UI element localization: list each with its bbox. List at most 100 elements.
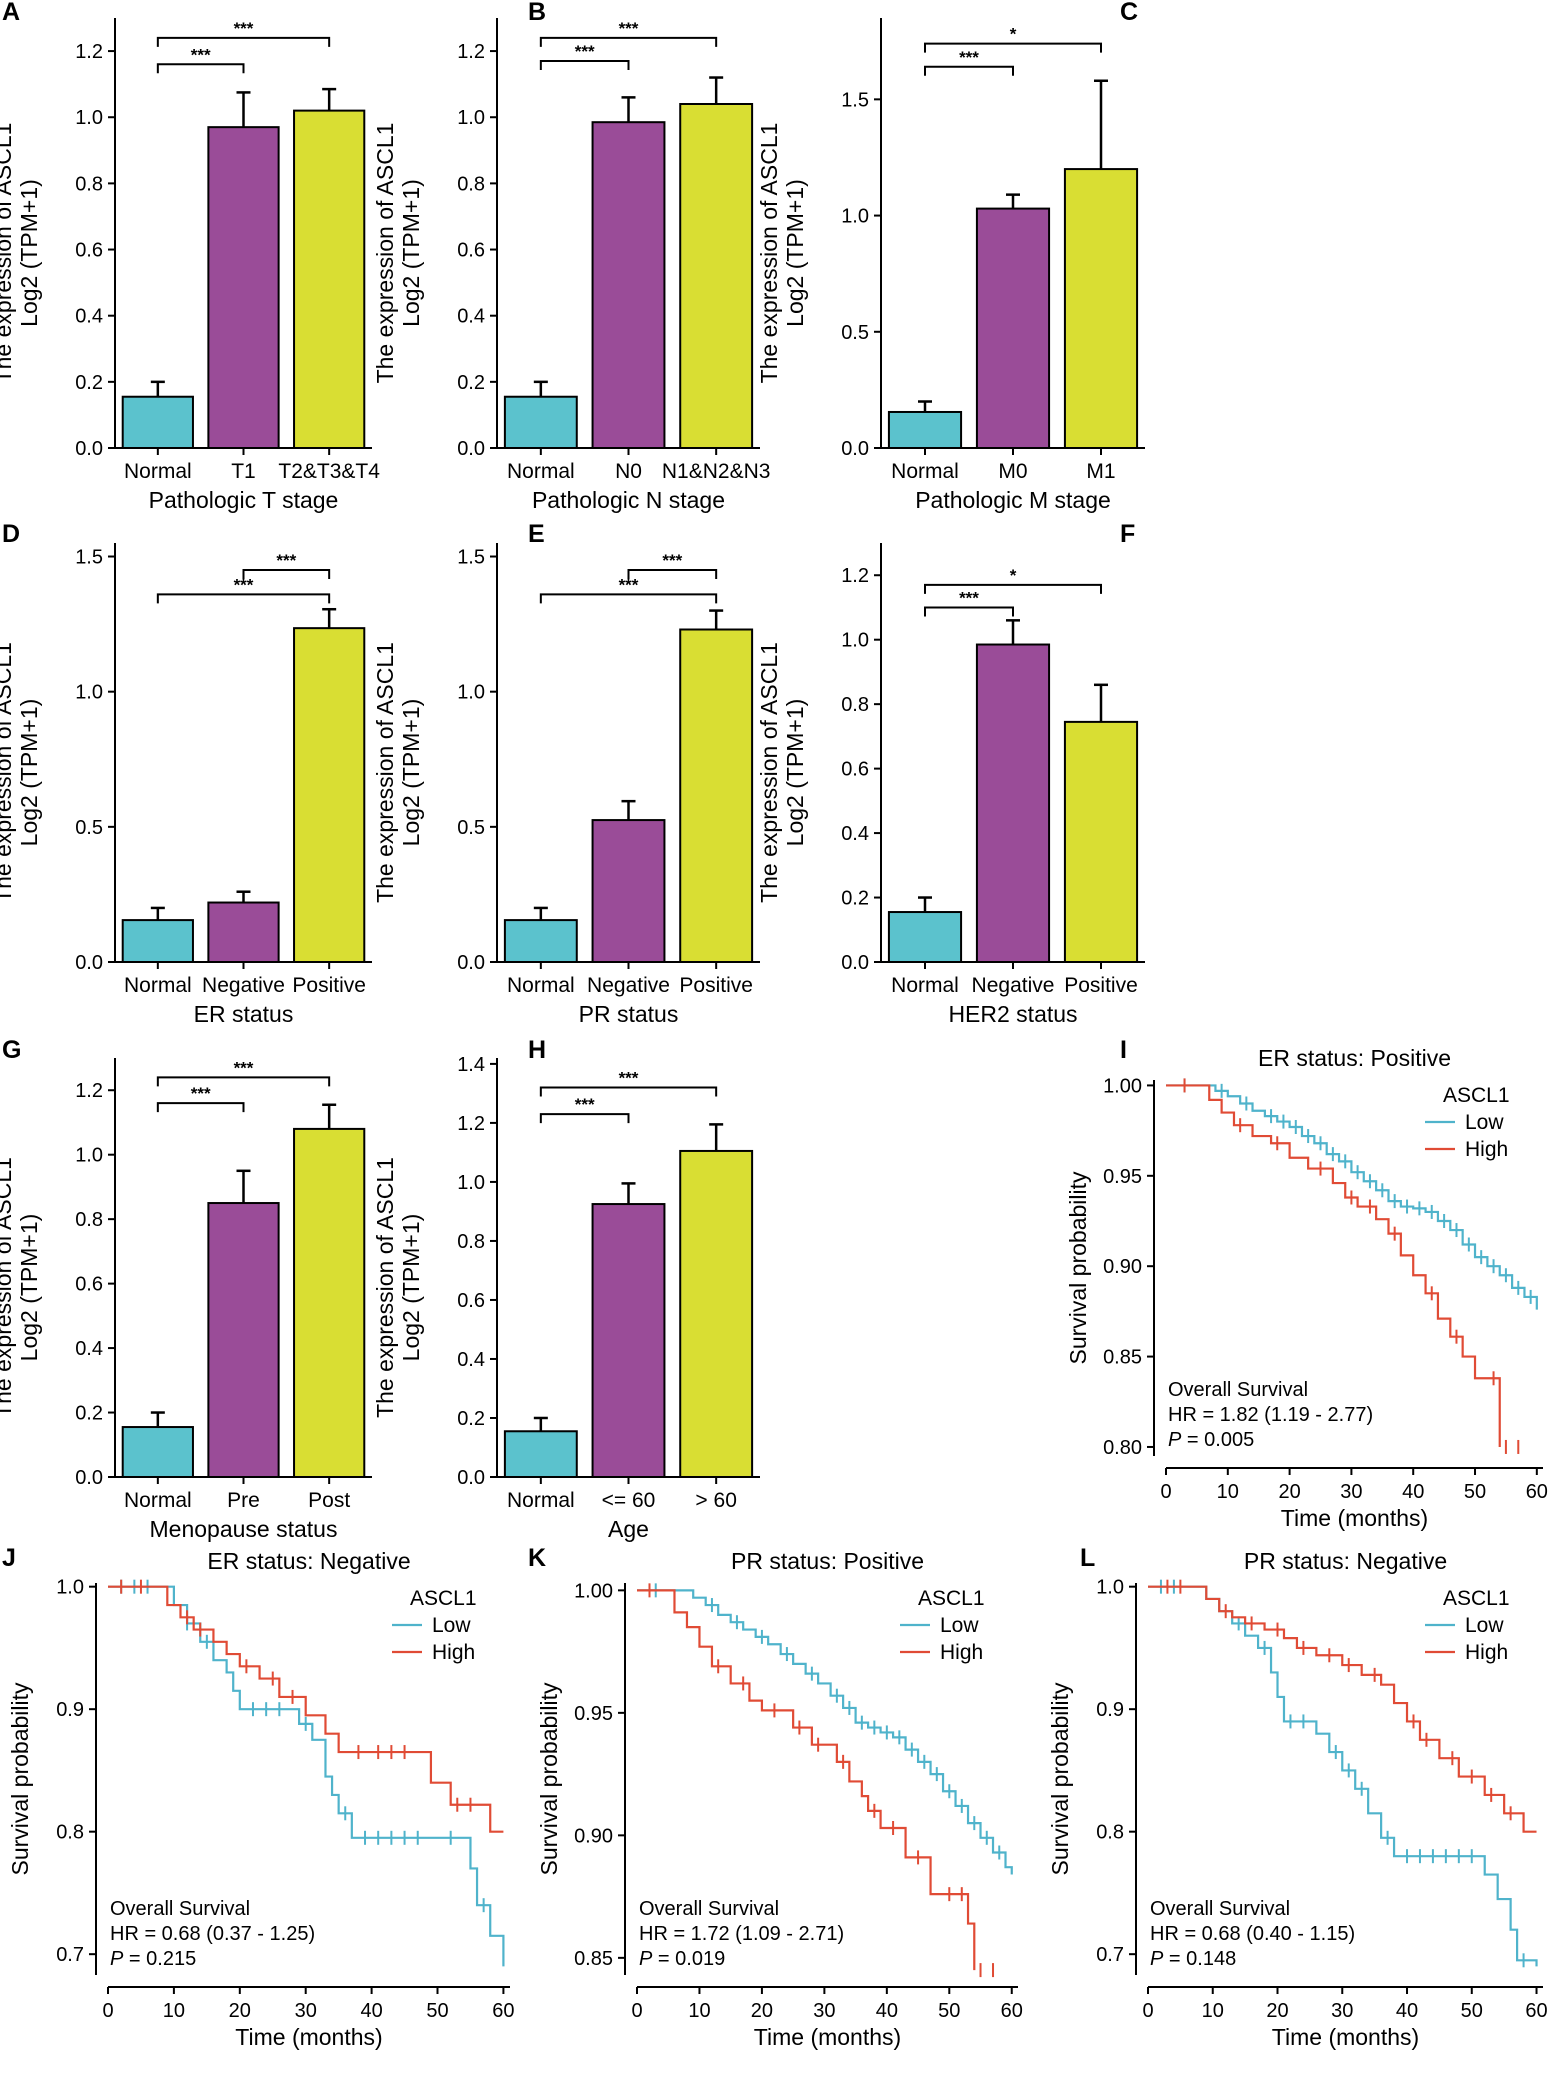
x-axis-title: Time (months) bbox=[235, 2024, 382, 2050]
x-axis-title: Pathologic T stage bbox=[149, 487, 339, 513]
bar-2 bbox=[293, 1127, 366, 1479]
significance-bracket bbox=[242, 569, 331, 580]
x-tick-label: 60 bbox=[1526, 1481, 1548, 1503]
y-axis-title: The expression of ASCL1Log2 (TPM+1) bbox=[0, 1157, 42, 1418]
bar-2 bbox=[1063, 720, 1139, 964]
bar-1 bbox=[975, 207, 1051, 449]
stat-p-value: = 0.148 bbox=[1163, 1948, 1236, 1970]
survival-curve-low bbox=[1148, 1585, 1538, 1967]
panel-letter: A bbox=[2, 0, 20, 26]
y-tick-label: 1.2 bbox=[75, 1080, 103, 1102]
y-axis-title-line2: Log2 (TPM+1) bbox=[782, 179, 808, 327]
x-tick-label: 60 bbox=[1001, 2000, 1023, 2022]
legend-title: ASCL1 bbox=[410, 1587, 477, 1610]
significance-bracket bbox=[924, 65, 1014, 76]
category-label: > 60 bbox=[695, 1489, 736, 1512]
significance-label: *** bbox=[276, 551, 296, 570]
category-label: Normal bbox=[507, 974, 575, 997]
y-tick-label: 0.8 bbox=[457, 173, 485, 195]
x-axis-title: Pathologic N stage bbox=[532, 487, 725, 513]
y-tick-label: 1.0 bbox=[75, 682, 103, 704]
stat-title: Overall Survival bbox=[110, 1898, 250, 1920]
y-axis-title: The expression of ASCL1Log2 (TPM+1) bbox=[0, 123, 42, 384]
significance-label: *** bbox=[619, 575, 639, 594]
y-axis-title: Survival probability bbox=[7, 1682, 33, 1876]
stat-hr: HR = 1.72 (1.09 - 2.71) bbox=[639, 1923, 844, 1945]
category-label: M0 bbox=[998, 460, 1027, 483]
panel-letter: C bbox=[1120, 0, 1138, 26]
significance-label: * bbox=[1010, 25, 1017, 44]
y-tick-label: 0.8 bbox=[75, 173, 103, 195]
stat-title: Overall Survival bbox=[1168, 1379, 1308, 1401]
y-tick-label: 1.0 bbox=[841, 206, 869, 228]
y-axis-title-line1: The expression of ASCL1 bbox=[0, 123, 16, 384]
panel-j: J 0.7 0.8 0.9 1.0 0 10 20 30 40 50 60 ER status: Neg… bbox=[2, 1544, 515, 2050]
y-tick-label: 0.0 bbox=[841, 952, 869, 974]
panel-letter: G bbox=[2, 1036, 21, 1064]
panel-h: H 0.0 0.2 0.4 0.6 0.8 1.0 1.2 1.4 Normal <= 60 > 60… bbox=[372, 1036, 760, 1542]
stat-p-label: P bbox=[110, 1948, 124, 1970]
x-axis-title: Pathologic M stage bbox=[915, 487, 1111, 513]
y-tick-label: 0.0 bbox=[457, 438, 485, 460]
x-tick-label: 10 bbox=[688, 2000, 710, 2022]
stat-p-label: P bbox=[639, 1948, 653, 1970]
y-axis-title-line1: The expression of ASCL1 bbox=[756, 642, 782, 903]
y-axis-title-line2: Log2 (TPM+1) bbox=[16, 1214, 42, 1362]
bar-1 bbox=[975, 643, 1051, 963]
y-tick-label: 1.00 bbox=[574, 1580, 613, 1602]
x-tick-label: 30 bbox=[813, 2000, 835, 2022]
x-axis-title: PR status bbox=[579, 1001, 679, 1027]
x-tick-label: 40 bbox=[1402, 1481, 1424, 1503]
y-axis-title-line1: The expression of ASCL1 bbox=[756, 123, 782, 384]
x-tick-label: 20 bbox=[1266, 2000, 1288, 2022]
survival-curve-high bbox=[1148, 1585, 1537, 1833]
km-title: PR status: Negative bbox=[1244, 1548, 1447, 1574]
x-tick-label: 0 bbox=[1142, 2000, 1153, 2022]
x-axis-title: Time (months) bbox=[1272, 2024, 1419, 2050]
x-tick-label: 10 bbox=[1202, 2000, 1224, 2022]
y-axis-title: The expression of ASCL1Log2 (TPM+1) bbox=[756, 123, 808, 384]
y-tick-label: 1.0 bbox=[56, 1577, 84, 1599]
category-label: <= 60 bbox=[602, 1489, 656, 1512]
bar-2 bbox=[1063, 168, 1139, 449]
bar-2 bbox=[679, 103, 754, 449]
legend-label: Low bbox=[1465, 1111, 1504, 1134]
y-tick-label: 1.0 bbox=[841, 630, 869, 652]
x-tick-label: 40 bbox=[876, 2000, 898, 2022]
panel-letter: K bbox=[528, 1544, 546, 1572]
y-tick-label: 0.4 bbox=[841, 823, 869, 845]
panel-letter: F bbox=[1120, 520, 1135, 548]
y-tick-label: 0.85 bbox=[1103, 1347, 1142, 1369]
panel-g: G 0.0 0.2 0.4 0.6 0.8 1.0 1.2 Normal Pre Post *** **… bbox=[0, 1036, 372, 1542]
y-axis-title-line1: The expression of ASCL1 bbox=[372, 642, 398, 903]
panel-k: K 0.85 0.90 0.95 1.00 0 10 20 30 40 50 60 PR status:… bbox=[528, 1544, 1023, 2050]
y-tick-label: 0.80 bbox=[1103, 1437, 1142, 1459]
category-label: T1 bbox=[231, 460, 256, 483]
x-tick-label: 40 bbox=[1396, 2000, 1418, 2022]
significance-label: *** bbox=[234, 575, 254, 594]
y-axis-title: Survival probability bbox=[1047, 1682, 1073, 1876]
category-label: Negative bbox=[587, 974, 670, 997]
significance-label: *** bbox=[575, 42, 595, 61]
significance-bracket bbox=[156, 63, 245, 74]
bar-2 bbox=[679, 1149, 754, 1478]
y-tick-label: 1.00 bbox=[1103, 1075, 1142, 1097]
significance-label: *** bbox=[575, 1095, 595, 1114]
significance-label: *** bbox=[619, 19, 639, 38]
panel-d: D 0.0 0.5 1.0 1.5 Normal Negative Positive *** **… bbox=[0, 520, 372, 1027]
bar-2 bbox=[679, 628, 754, 963]
legend-label: High bbox=[432, 1641, 475, 1664]
category-label: Normal bbox=[124, 1489, 192, 1512]
x-tick-label: 40 bbox=[360, 2000, 382, 2022]
panel-letter: I bbox=[1120, 1036, 1127, 1064]
y-tick-label: 0.8 bbox=[56, 1822, 84, 1844]
y-tick-label: 0.5 bbox=[75, 817, 103, 839]
x-tick-label: 10 bbox=[163, 2000, 185, 2022]
category-label: M1 bbox=[1086, 460, 1115, 483]
y-tick-label: 1.5 bbox=[457, 547, 485, 569]
y-tick-label: 1.5 bbox=[841, 89, 869, 111]
x-tick-label: 50 bbox=[1461, 2000, 1483, 2022]
legend-label: High bbox=[1465, 1138, 1508, 1161]
category-label: Normal bbox=[124, 460, 192, 483]
bar-1 bbox=[591, 1203, 666, 1478]
